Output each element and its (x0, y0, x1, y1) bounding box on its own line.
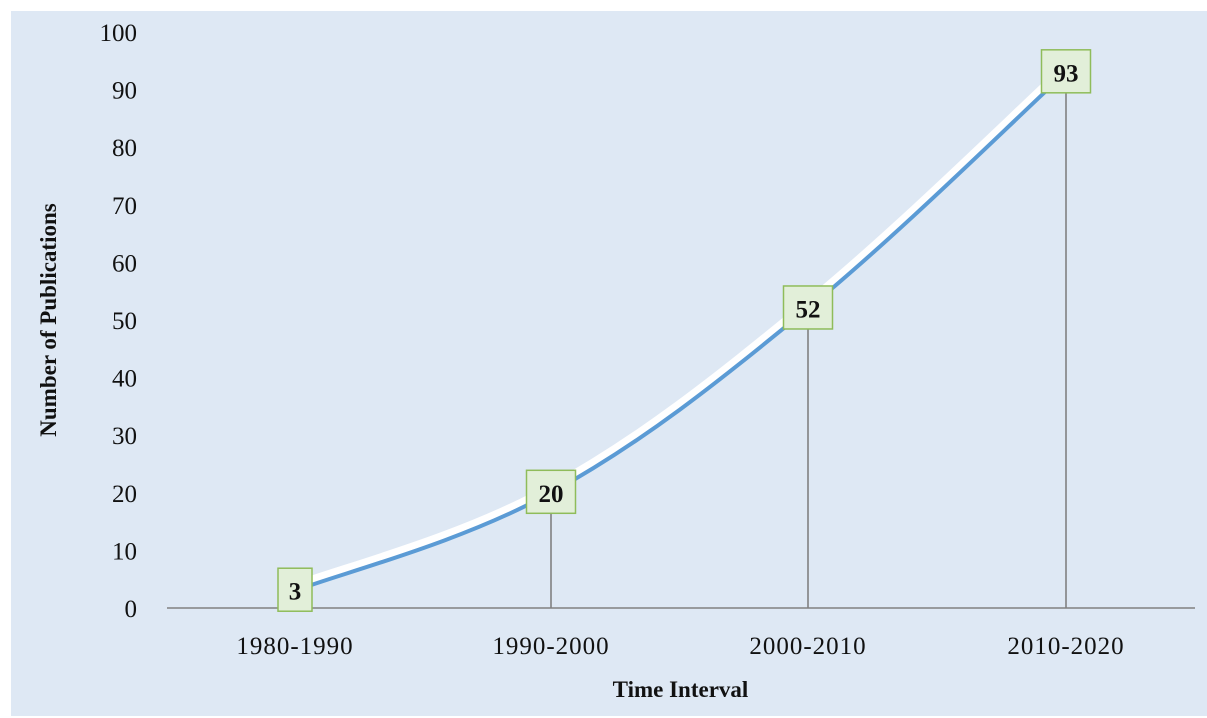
data-label: 3 (277, 567, 313, 612)
y-tick-label: 0 (125, 596, 138, 623)
y-tick-label: 40 (112, 366, 137, 393)
data-label-box (782, 285, 834, 330)
data-label-box (277, 567, 313, 612)
y-tick-label: 90 (112, 78, 137, 105)
y-tick-label: 80 (112, 135, 137, 162)
data-label-box (1040, 49, 1092, 94)
data-label-box (525, 469, 577, 515)
x-axis-ticks: 1980-1990 1990-2000 2000-2010 2010-2020 (236, 633, 1124, 660)
series-line-highlight (289, 63, 1068, 590)
y-axis-title: Number of Publications (36, 203, 61, 436)
x-axis-title: Time Interval (613, 677, 749, 702)
y-tick-label: 10 (112, 538, 137, 565)
y-tick-label: 70 (112, 193, 137, 220)
y-tick-label: 100 (100, 20, 138, 47)
series-line (293, 70, 1068, 593)
data-label-value: 52 (796, 296, 821, 323)
y-axis-ticks: 0 10 20 30 40 50 60 70 80 90 100 (100, 20, 138, 623)
y-tick-label: 50 (112, 308, 137, 335)
drop-lines (294, 72, 1067, 608)
data-label: 93 (1040, 49, 1092, 94)
y-tick-label: 60 (112, 250, 137, 277)
x-tick-label: 1980-1990 (236, 633, 353, 660)
y-tick-label: 30 (112, 423, 137, 450)
data-label-value: 93 (1054, 60, 1079, 87)
data-label-value: 3 (289, 579, 302, 606)
y-tick-label: 20 (112, 481, 137, 508)
series-line-group (289, 63, 1068, 593)
x-tick-label: 1990-2000 (492, 633, 609, 660)
x-tick-label: 2000-2010 (749, 633, 866, 660)
x-tick-label: 2010-2020 (1007, 633, 1124, 660)
data-label: 20 (525, 469, 577, 515)
data-labels: 3 20 52 93 (277, 49, 1092, 612)
data-label: 52 (782, 285, 834, 330)
data-label-value: 20 (539, 481, 564, 508)
